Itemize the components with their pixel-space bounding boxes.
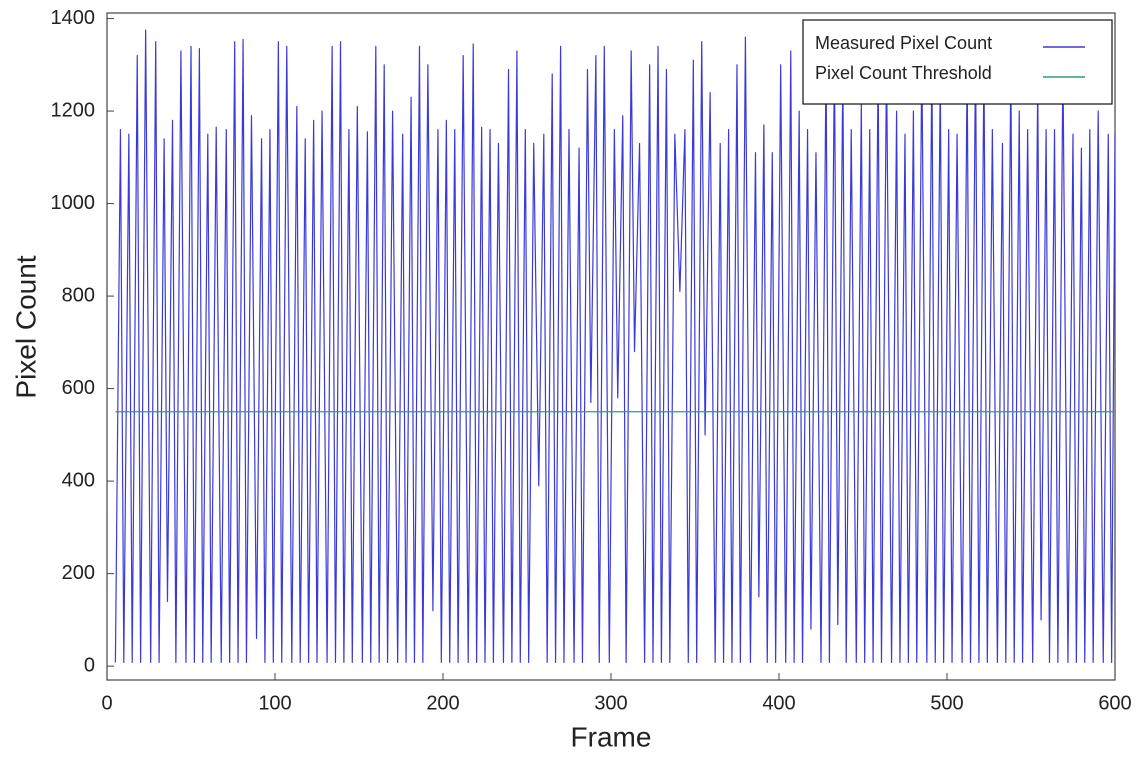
y-tick-label: 0 bbox=[84, 654, 95, 676]
legend-label: Measured Pixel Count bbox=[815, 33, 992, 53]
x-tick-label: 300 bbox=[594, 692, 627, 714]
y-tick-label: 400 bbox=[62, 469, 95, 491]
legend-label: Pixel Count Threshold bbox=[815, 63, 992, 83]
y-tick-label: 800 bbox=[62, 284, 95, 306]
axes: 0 200 400 600 800 1000 1200 1400 0 100 200 300 400 50… bbox=[51, 7, 1132, 714]
plot-frame bbox=[106, 12, 1116, 681]
y-tick-label: 600 bbox=[62, 377, 95, 399]
y-tick-label: 1400 bbox=[51, 7, 96, 29]
x-axis-label: Frame bbox=[571, 721, 652, 752]
y-axis-label: Pixel Count bbox=[10, 255, 41, 398]
y-tick-label: 200 bbox=[62, 562, 95, 584]
x-tick-label: 500 bbox=[930, 692, 963, 714]
x-tick-label: 200 bbox=[426, 692, 459, 714]
data-line bbox=[114, 29, 1116, 664]
x-tick-label: 600 bbox=[1098, 692, 1131, 714]
y-tick-label: 1000 bbox=[51, 192, 96, 214]
legend: Measured Pixel Count Pixel Count Threshol… bbox=[802, 19, 1113, 105]
x-tick-label: 100 bbox=[258, 692, 291, 714]
x-tick-label: 400 bbox=[762, 692, 795, 714]
plot-marks bbox=[114, 29, 1116, 664]
legend-box bbox=[802, 19, 1113, 105]
x-tick-label: 0 bbox=[101, 692, 112, 714]
y-tick-label: 1200 bbox=[51, 99, 96, 121]
